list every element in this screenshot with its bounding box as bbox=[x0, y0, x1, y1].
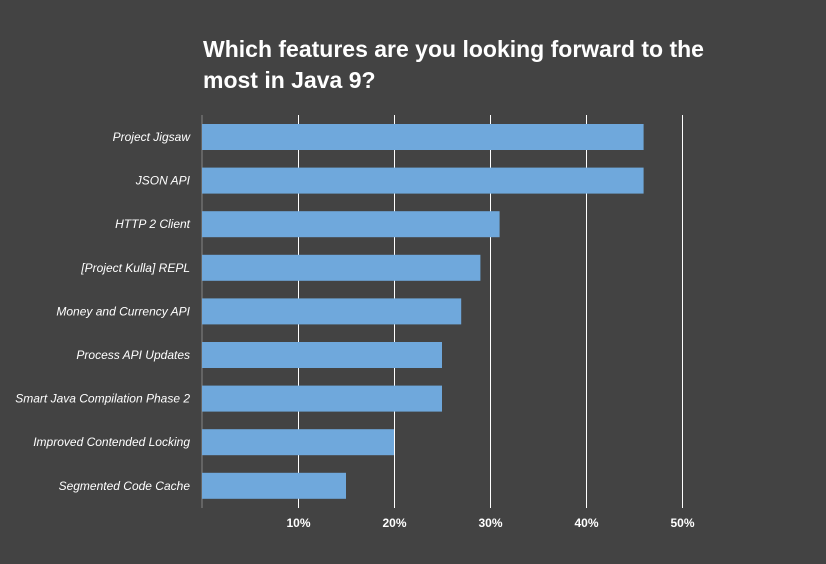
x-tick-label-20: 20% bbox=[382, 516, 406, 530]
x-tick-label-10: 10% bbox=[286, 516, 310, 530]
category-label-8: Improved Contended Locking bbox=[33, 435, 190, 449]
category-label-5: Money and Currency API bbox=[56, 304, 190, 318]
bar-6 bbox=[202, 342, 442, 368]
category-label-6: Process API Updates bbox=[76, 348, 190, 362]
bar-5 bbox=[202, 298, 462, 325]
category-label-2: JSON API bbox=[135, 174, 191, 188]
chart-title: Which features are you looking forward t… bbox=[203, 36, 704, 93]
category-label-3: HTTP 2 Client bbox=[115, 217, 191, 231]
bar-3 bbox=[202, 211, 500, 238]
category-label-1: Project Jigsaw bbox=[113, 130, 192, 144]
bar-4 bbox=[202, 254, 481, 281]
x-tick-label-30: 30% bbox=[478, 516, 502, 530]
bar-9 bbox=[202, 472, 346, 499]
bar-1 bbox=[202, 124, 644, 150]
category-label-9: Segmented Code Cache bbox=[59, 479, 191, 493]
category-label-4: [Project Kulla] REPL bbox=[80, 261, 190, 275]
x-tick-label-50: 50% bbox=[670, 516, 694, 530]
category-label-7: Smart Java Compilation Phase 2 bbox=[15, 392, 190, 406]
bar-2 bbox=[202, 167, 644, 194]
bar-8 bbox=[202, 429, 394, 456]
x-tick-label-40: 40% bbox=[574, 516, 598, 530]
bar-7 bbox=[202, 385, 442, 412]
